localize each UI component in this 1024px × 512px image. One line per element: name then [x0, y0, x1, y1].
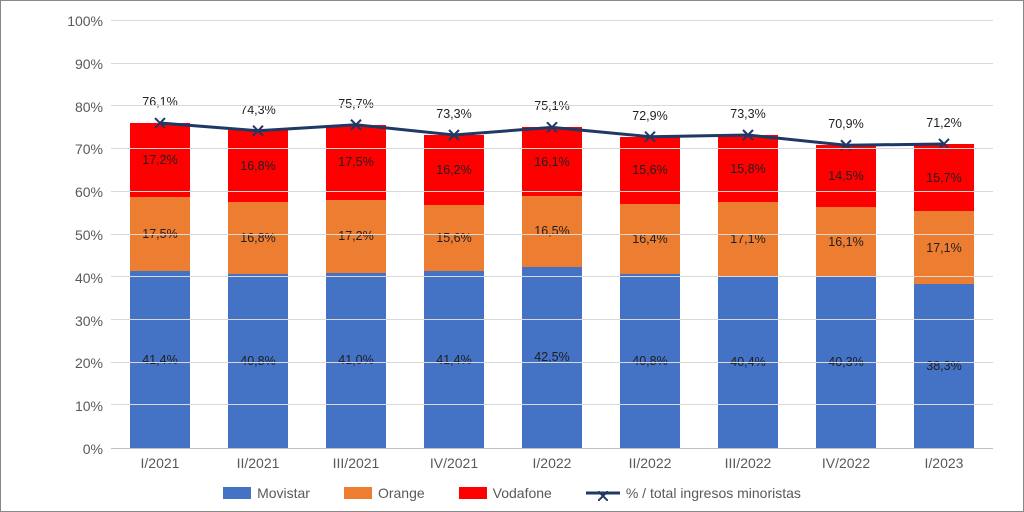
bar-column: 41,4%15,6%16,2%73,3%: [405, 21, 503, 448]
gridline: [111, 20, 993, 21]
gridline: [111, 191, 993, 192]
gridline: [111, 63, 993, 64]
chart-area: 0%10%20%30%40%50%60%70%80%90%100% 41,4%1…: [31, 21, 993, 449]
y-tick-label: 40%: [75, 270, 103, 286]
legend-swatch: [223, 487, 251, 499]
x-tick-label: I/2022: [503, 449, 601, 471]
stacked-bar: 41,4%17,5%17,2%: [130, 21, 191, 448]
gridline: [111, 276, 993, 277]
bar-segment-movistar: 38,3%: [914, 284, 975, 448]
x-tick-label: III/2022: [699, 449, 797, 471]
bar-segment-movistar: 42,5%: [522, 267, 583, 448]
stacked-bar: 42,5%16,5%16,1%: [522, 21, 583, 448]
x-tick-label: IV/2021: [405, 449, 503, 471]
legend-label: Movistar: [257, 485, 310, 501]
legend-item-vodafone: Vodafone: [459, 485, 552, 501]
gridline: [111, 404, 993, 405]
stacked-bar: 40,4%17,1%15,8%: [718, 21, 779, 448]
gridline: [111, 148, 993, 149]
stacked-bar: 41,4%15,6%16,2%: [424, 21, 485, 448]
bar-segment-movistar: 41,0%: [326, 273, 387, 448]
stacked-bar: 38,3%17,1%15,7%: [914, 21, 975, 448]
bar-column: 40,8%16,4%15,6%72,9%: [601, 21, 699, 448]
bar-column: 40,3%16,1%14,5%70,9%: [797, 21, 895, 448]
bar-column: 41,4%17,5%17,2%76,1%: [111, 21, 209, 448]
y-tick-label: 50%: [75, 227, 103, 243]
x-tick-label: II/2021: [209, 449, 307, 471]
stacked-bar: 40,3%16,1%14,5%: [816, 21, 877, 448]
bar-segment-orange: 17,1%: [914, 211, 975, 284]
y-tick-label: 80%: [75, 99, 103, 115]
legend-item-line: % / total ingresos minoristas: [586, 485, 801, 501]
gridline: [111, 234, 993, 235]
y-tick-label: 20%: [75, 355, 103, 371]
stacked-bar: 40,8%16,8%16,8%: [228, 21, 289, 448]
y-tick-label: 70%: [75, 141, 103, 157]
bar-segment-orange: 16,8%: [228, 202, 289, 274]
bar-segment-orange: 16,5%: [522, 196, 583, 266]
x-tick-label: III/2021: [307, 449, 405, 471]
chart-frame: 0%10%20%30%40%50%60%70%80%90%100% 41,4%1…: [0, 0, 1024, 512]
y-tick-label: 0%: [83, 441, 103, 457]
line-value-label: 70,9%: [828, 117, 863, 131]
legend: Movistar Orange Vodafone % / total ingresos…: [31, 471, 993, 501]
bar-segment-vodafone: 17,5%: [326, 125, 387, 200]
bar-segment-orange: 16,4%: [620, 204, 681, 274]
line-value-label: 73,3%: [730, 107, 765, 121]
gridline: [111, 319, 993, 320]
x-axis: I/2021II/2021III/2021IV/2021I/2022II/202…: [111, 449, 993, 471]
bar-segment-vodafone: 14,5%: [816, 145, 877, 207]
bar-segment-movistar: 41,4%: [130, 271, 191, 448]
bar-column: 40,8%16,8%16,8%74,3%: [209, 21, 307, 448]
line-value-label: 71,2%: [926, 116, 961, 130]
legend-item-orange: Orange: [344, 485, 425, 501]
legend-swatch: [344, 487, 372, 499]
bars-container: 41,4%17,5%17,2%76,1%40,8%16,8%16,8%74,3%…: [111, 21, 993, 448]
legend-item-movistar: Movistar: [223, 485, 310, 501]
y-tick-label: 60%: [75, 184, 103, 200]
legend-label: % / total ingresos minoristas: [626, 485, 801, 501]
line-value-label: 76,1%: [142, 95, 177, 109]
legend-label: Vodafone: [493, 485, 552, 501]
bar-column: 41,0%17,2%17,5%75,7%: [307, 21, 405, 448]
plot-area: 41,4%17,5%17,2%76,1%40,8%16,8%16,8%74,3%…: [111, 21, 993, 449]
stacked-bar: 40,8%16,4%15,6%: [620, 21, 681, 448]
legend-label: Orange: [378, 485, 425, 501]
legend-swatch: [459, 487, 487, 499]
bar-segment-vodafone: 16,2%: [424, 135, 485, 204]
x-tick-label: I/2021: [111, 449, 209, 471]
line-value-label: 72,9%: [632, 109, 667, 123]
gridline: [111, 362, 993, 363]
bar-column: 38,3%17,1%15,7%71,2%: [895, 21, 993, 448]
bar-segment-orange: 16,1%: [816, 207, 877, 276]
x-tick-label: IV/2022: [797, 449, 895, 471]
x-tick-label: I/2023: [895, 449, 993, 471]
bar-segment-vodafone: 15,8%: [718, 135, 779, 202]
stacked-bar: 41,0%17,2%17,5%: [326, 21, 387, 448]
bar-segment-orange: 17,2%: [326, 200, 387, 273]
bar-column: 40,4%17,1%15,8%73,3%: [699, 21, 797, 448]
line-value-label: 73,3%: [436, 107, 471, 121]
gridline: [111, 105, 993, 106]
y-tick-label: 90%: [75, 56, 103, 72]
bar-segment-vodafone: 15,7%: [914, 144, 975, 211]
bar-segment-vodafone: 17,2%: [130, 123, 191, 196]
bar-column: 42,5%16,5%16,1%75,1%: [503, 21, 601, 448]
bar-segment-orange: 15,6%: [424, 205, 485, 272]
line-value-label: 75,7%: [338, 97, 373, 111]
bar-segment-orange: 17,1%: [718, 202, 779, 275]
bar-segment-movistar: 41,4%: [424, 271, 485, 448]
y-tick-label: 10%: [75, 398, 103, 414]
bar-segment-vodafone: 16,1%: [522, 127, 583, 196]
x-tick-label: II/2022: [601, 449, 699, 471]
legend-line-swatch: [586, 486, 620, 500]
y-tick-label: 30%: [75, 313, 103, 329]
y-axis: 0%10%20%30%40%50%60%70%80%90%100%: [31, 21, 111, 449]
y-tick-label: 100%: [67, 13, 103, 29]
